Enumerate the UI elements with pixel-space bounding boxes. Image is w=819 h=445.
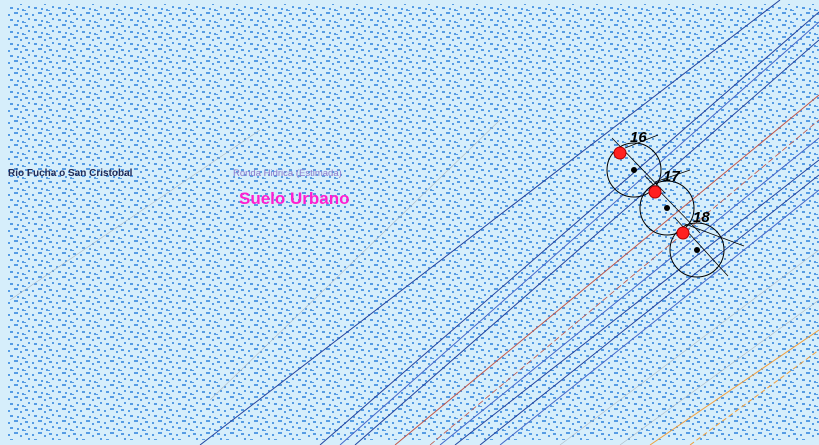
survey-tick: [654, 169, 691, 183]
survey-circle: [639, 180, 695, 236]
survey-point-16[interactable]: 16: [606, 129, 666, 198]
survey-marker: [676, 226, 690, 240]
point-label-17: 17: [663, 168, 680, 185]
blue-lines: [199, 0, 819, 445]
point-label-16: 16: [630, 129, 647, 146]
parcel-lines: [9, 119, 819, 445]
survey-node: [694, 247, 700, 253]
survey-marker: [613, 146, 627, 160]
point-label-18: 18: [693, 209, 710, 226]
survey-circle: [606, 142, 662, 198]
zone-label: Suelo Urbano: [239, 189, 350, 208]
survey-tick: [684, 223, 745, 247]
survey-circle: [669, 222, 725, 278]
survey-point-18[interactable]: 18: [669, 209, 745, 278]
survey-node: [631, 167, 637, 173]
red-orange-lines: [394, 94, 819, 445]
ronda-hidrica-label: Ronda Hidrica (Estimada): [233, 168, 342, 179]
river-label: Rio Fucha o San Cristobal: [8, 168, 133, 179]
urban-land-pattern: [8, 4, 819, 440]
survey-node: [664, 205, 670, 211]
survey-point-17[interactable]: 17: [639, 168, 701, 236]
survey-tick: [624, 134, 659, 149]
survey-marker: [648, 185, 662, 199]
